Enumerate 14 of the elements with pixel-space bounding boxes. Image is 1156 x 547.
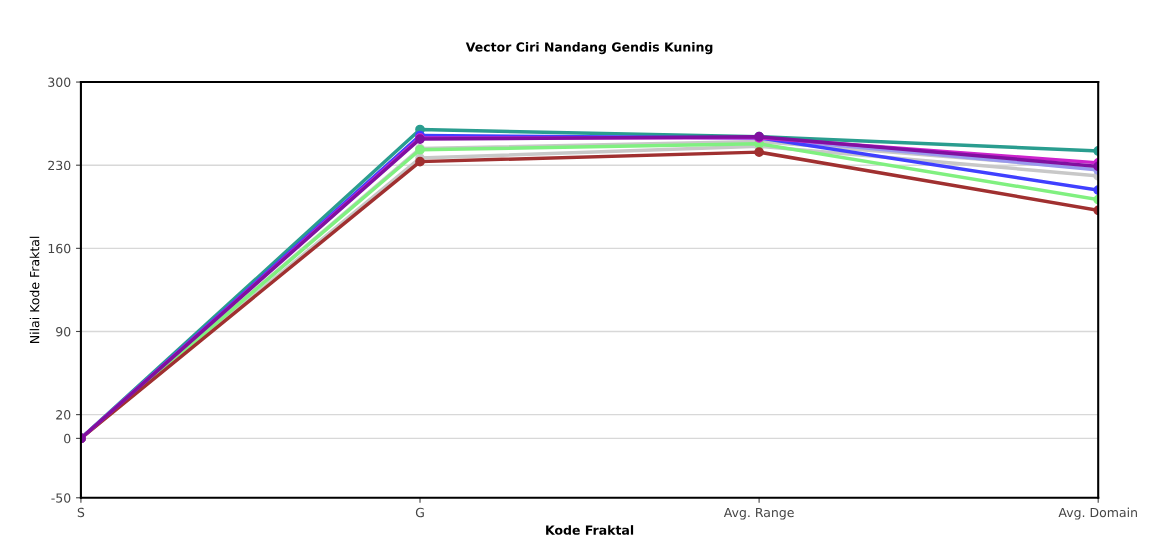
x-tick-label: Avg. Domain	[1058, 507, 1137, 520]
y-tick-label: 90	[56, 326, 71, 337]
y-tick-label: 230	[48, 160, 71, 171]
x-axis-title: Kode Fraktal	[546, 525, 634, 535]
x-tick-label: G	[415, 507, 424, 518]
y-axis-title: Nilai Kode Fraktal	[29, 236, 40, 343]
y-tick-label: 0	[64, 433, 71, 444]
chart-title: Vector Ciri Nandang Gendis Kuning	[465, 42, 713, 55]
y-tick-label: 300	[48, 77, 71, 87]
y-tick-label: -50	[51, 493, 71, 503]
x-tick-label: Avg. Range	[723, 507, 794, 520]
x-tick-label: S	[77, 507, 85, 518]
y-tick-label: 20	[56, 410, 71, 420]
y-tick-label: 160	[48, 243, 71, 254]
